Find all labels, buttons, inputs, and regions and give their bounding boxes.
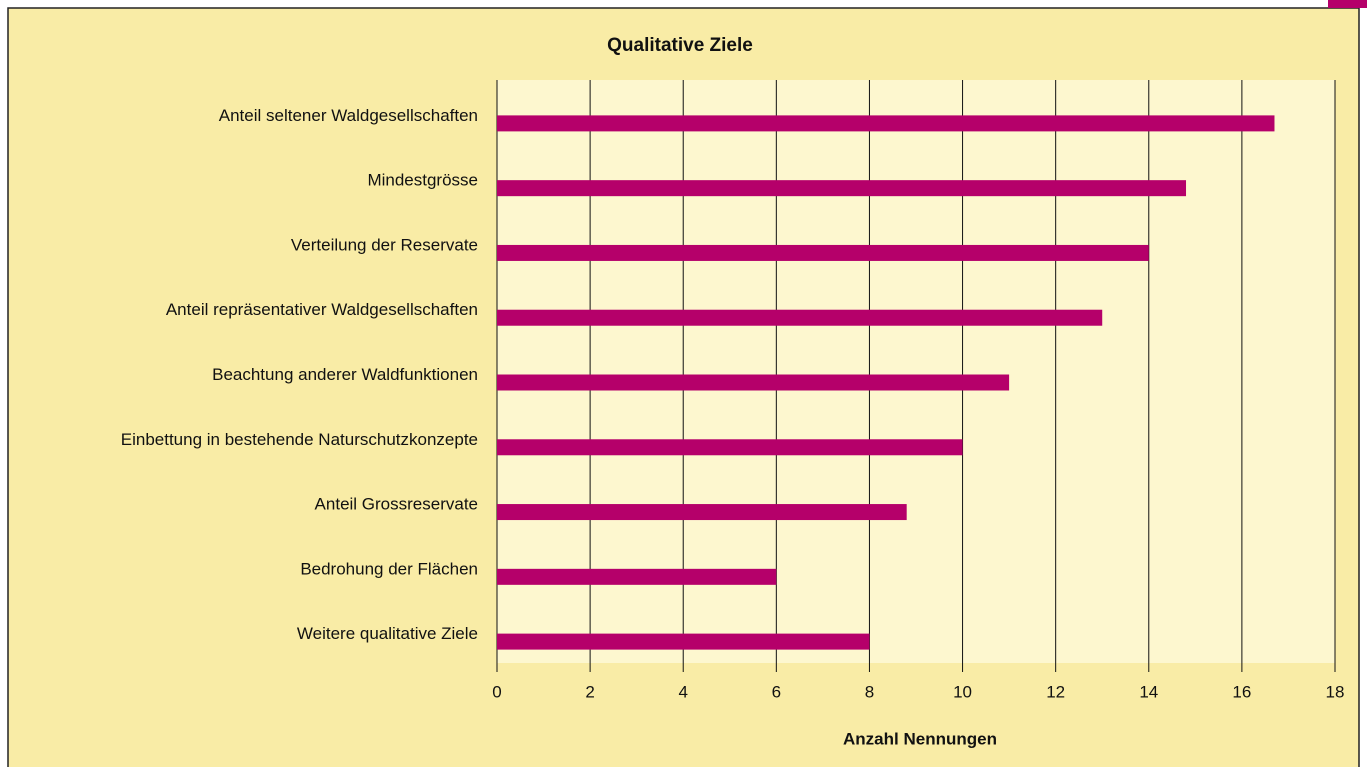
x-tick-label: 8 [865, 682, 874, 701]
x-tick-label: 16 [1232, 682, 1251, 701]
y-tick-label: Anteil Grossreservate [315, 495, 478, 514]
chart-title: Qualitative Ziele [607, 35, 753, 56]
y-tick-label: Bedrohung der Flächen [300, 559, 478, 578]
bar [497, 504, 907, 521]
x-tick-label: 12 [1046, 682, 1065, 701]
plot-area [497, 80, 1335, 663]
y-tick-label: Verteilung der Reservate [291, 235, 478, 254]
y-tick-label: Mindestgrösse [367, 171, 478, 190]
x-tick-label: 14 [1139, 682, 1158, 701]
y-tick-label: Einbettung in bestehende Naturschutzkonz… [121, 430, 478, 449]
bar [497, 309, 1103, 326]
x-tick-label: 4 [678, 682, 687, 701]
x-tick-label: 6 [772, 682, 781, 701]
bar [497, 115, 1275, 132]
x-axis-title: Anzahl Nennungen [843, 729, 997, 748]
y-tick-label: Weitere qualitative Ziele [297, 624, 478, 643]
y-tick-label: Anteil repräsentativer Waldgesellschafte… [166, 300, 478, 319]
bar [497, 374, 1010, 391]
x-tick-label: 10 [953, 682, 972, 701]
bar [497, 180, 1187, 197]
x-tick-label: 2 [585, 682, 594, 701]
x-tick-label: 18 [1326, 682, 1345, 701]
x-tick-label: 0 [492, 682, 501, 701]
bar [497, 244, 1149, 261]
bar [497, 439, 963, 456]
bar [497, 633, 870, 650]
y-tick-label: Beachtung anderer Waldfunktionen [212, 365, 478, 384]
bar [497, 568, 777, 585]
y-tick-label: Anteil seltener Waldgesellschaften [219, 106, 478, 125]
corner-tab [1328, 0, 1367, 8]
